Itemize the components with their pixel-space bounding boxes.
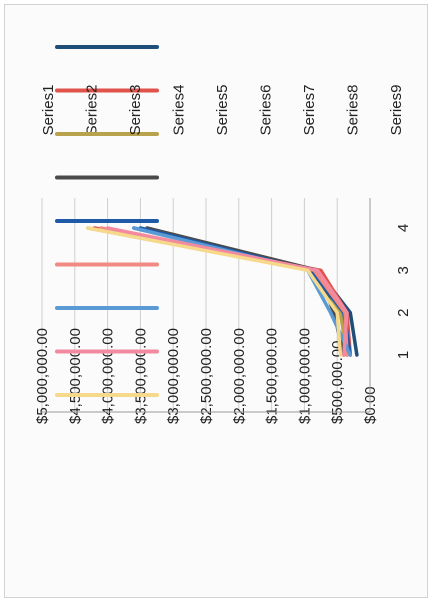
category-tick-label: 2: [395, 308, 412, 316]
legend-label: Series7: [301, 85, 318, 136]
value-tick-label: $2,000,000.00: [231, 328, 248, 424]
gridlines: [41, 198, 338, 412]
legend-label: Series1: [40, 85, 57, 136]
category-tick-label: 3: [395, 266, 412, 274]
legend-label: Series4: [171, 85, 188, 136]
legend-label: Series8: [345, 85, 362, 136]
legend-label: Series5: [214, 85, 231, 136]
legend-label: Series3: [127, 85, 144, 136]
series-lines: [86, 226, 359, 357]
value-tick-label: $1,500,000.00: [264, 328, 281, 424]
value-tick-label: $4,000,000.00: [100, 328, 117, 424]
value-tick-label: $3,000,000.00: [165, 328, 182, 424]
series-line: [86, 226, 343, 357]
category-tick-label: 4: [395, 224, 412, 232]
value-axis-ticks: $0.00$500,000.00$1,000,000.00$1,500,000.…: [34, 328, 379, 424]
legend-label: Series6: [258, 85, 275, 136]
category-tick-label: 1: [395, 351, 412, 359]
value-tick-label: $1,000,000.00: [296, 328, 313, 424]
value-tick-label: $5,000,000.00: [34, 328, 51, 424]
legend: Series1 Series2 Series3 Series4 Series5 Serie…: [40, 45, 405, 397]
value-tick-label: $2,500,000.00: [198, 328, 215, 424]
value-tick-label: $4,500,000.00: [67, 328, 84, 424]
series-line: [105, 226, 349, 357]
legend-label: Series2: [84, 85, 101, 136]
value-tick-label: $500,000.00: [329, 341, 346, 424]
value-tick-label: $3,500,000.00: [132, 328, 149, 424]
category-axis-ticks: 1 2 3 4: [395, 224, 412, 359]
legend-label: Series9: [388, 85, 405, 136]
